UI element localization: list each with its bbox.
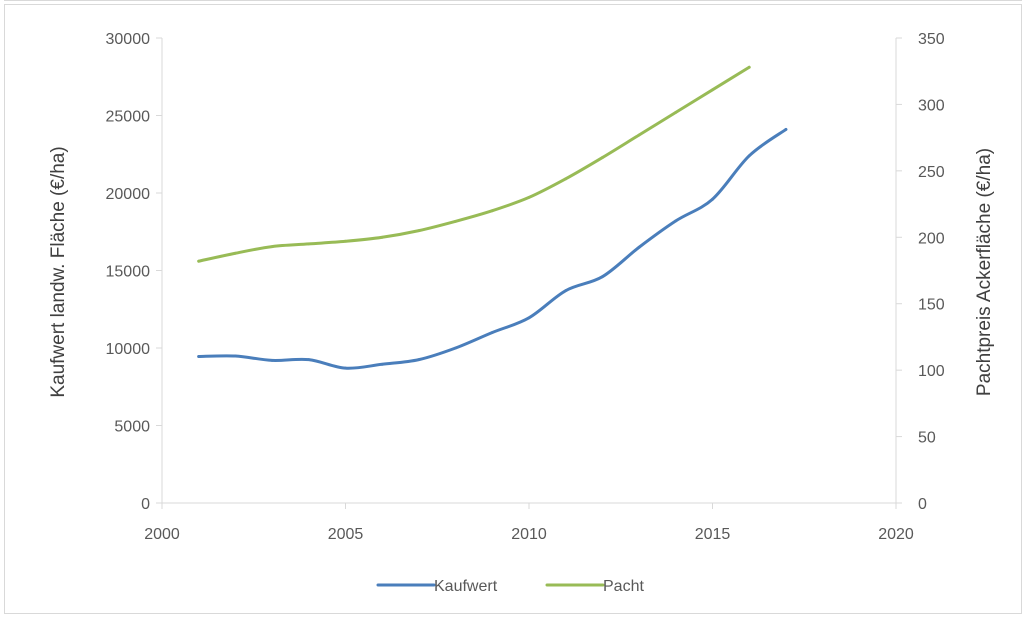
legend: Kaufwert Pacht [376,578,644,595]
y-tick-label: 0 [141,496,150,513]
data-point-kaufwert [197,355,201,358]
data-point-kaufwert [564,289,568,293]
data-point-pacht [711,88,714,92]
data-point-kaufwert [527,316,531,320]
y-tick-label: 5000 [114,419,150,436]
data-point-kaufwert [307,358,311,362]
data-point-pacht [601,156,604,159]
data-point-kaufwert [711,197,714,201]
chart-frame [4,4,1022,614]
y2-tick-label: 200 [918,230,945,247]
x-tick-label: 2000 [144,526,180,543]
data-point-kaufwert [344,366,347,370]
data-point-kaufwert [601,275,604,279]
data-point-pacht [747,65,751,69]
data-point-pacht [344,239,347,243]
data-point-kaufwert [234,354,237,358]
y2-tick-label: 300 [918,97,945,114]
data-point-kaufwert [784,128,788,131]
y2-tick-label: 0 [918,496,927,513]
series-layer [197,65,788,370]
data-point-kaufwert [417,358,421,362]
data-point-pacht [454,219,457,223]
data-point-pacht [307,242,311,246]
x-tick-label: 2015 [695,526,731,543]
data-point-kaufwert [454,346,457,350]
y-tick-label: 15000 [106,264,151,281]
data-point-pacht [197,259,201,263]
legend-label-pacht: Pacht [603,578,644,595]
data-point-pacht [490,209,494,213]
y2-tick-label: 150 [918,297,945,314]
data-point-kaufwert [637,245,641,249]
data-point-pacht [417,229,421,233]
data-point-pacht [527,196,531,199]
data-point-kaufwert [747,154,751,158]
series-line-pacht [197,65,751,263]
y2-tick-label: 50 [918,430,936,447]
y-axis-title: Kaufwert landw. Fläche (€/ha) [48,146,69,397]
y2-axis-title: Pachtpreis Ackerfläche (€/ha) [974,148,995,396]
data-point-pacht [270,245,274,248]
data-point-kaufwert [674,219,678,223]
y2-tick-label: 350 [918,31,945,48]
y2-tick-label: 100 [918,363,945,380]
x-tick-label: 2010 [511,526,547,543]
x-tick-label: 2005 [328,526,364,543]
data-point-pacht [380,235,384,239]
frame-top-line [4,0,1022,1]
legend-label-kaufwert: Kaufwert [434,578,498,595]
data-point-pacht [234,251,237,255]
y-tick-label: 20000 [106,186,151,203]
x-tick-label: 2020 [878,526,914,543]
y2-tick-label: 250 [918,164,945,181]
data-point-pacht [637,133,641,137]
data-point-kaufwert [270,359,274,362]
axes: 0 5000 10000 15000 20000 25000 30000 0 50 100 150 2… [106,31,945,543]
data-point-kaufwert [490,331,494,334]
y-tick-label: 30000 [106,31,151,48]
y-tick-label: 10000 [106,341,151,358]
data-point-pacht [564,177,568,181]
data-point-kaufwert [380,362,384,366]
y-tick-label: 25000 [106,109,151,126]
data-point-pacht [674,111,678,114]
